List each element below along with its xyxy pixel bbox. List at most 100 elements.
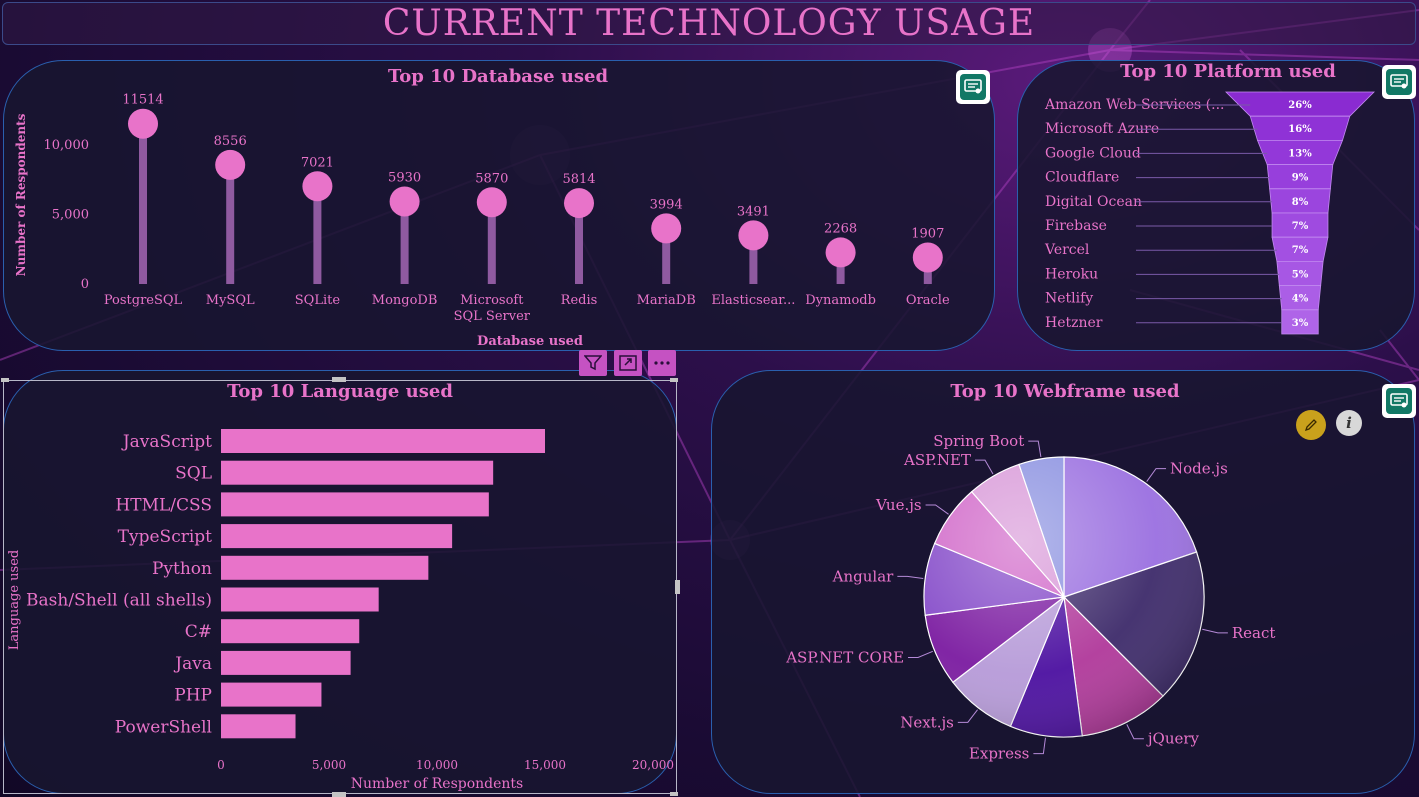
language-bar xyxy=(221,460,494,485)
database-lollipop-chart[interactable]: Number of Respondents 0 5,000 10,000 11514 Po… xyxy=(3,90,993,352)
database-data-label: 3994 xyxy=(650,197,683,212)
language-x-tick-label: 5,000 xyxy=(312,758,346,772)
language-bar xyxy=(221,555,429,580)
resize-handle-top[interactable] xyxy=(332,377,346,382)
more-options-icon xyxy=(654,361,670,365)
language-bar xyxy=(221,650,351,675)
database-lollipop-head xyxy=(215,149,246,180)
database-data-label: 3491 xyxy=(737,204,770,219)
language-bar xyxy=(221,429,545,453)
database-data-label: 1907 xyxy=(911,226,944,241)
platform-value-label: 5% xyxy=(1292,269,1309,280)
resize-handle-right[interactable] xyxy=(675,580,680,594)
database-lollipop-head xyxy=(302,171,333,202)
database-lollipop-head xyxy=(128,108,158,139)
database-lollipop-stem xyxy=(226,164,235,284)
database-y-tick-label: 10,000 xyxy=(44,138,90,153)
language-chart-title: Top 10 Language used xyxy=(227,381,453,402)
language-category-label: PHP xyxy=(174,686,212,706)
language-x-axis-label: Number of Respondents xyxy=(351,776,523,792)
webframe-leader-line xyxy=(1126,724,1144,740)
language-category-label: Java xyxy=(173,654,212,674)
webframe-pie-chart[interactable]: Node.js React jQuery Express Next.js ASP.NET … xyxy=(712,410,1412,794)
database-lollipop-stem xyxy=(487,202,496,284)
database-data-label: 2268 xyxy=(824,221,857,236)
platform-value-label: 13% xyxy=(1288,148,1312,159)
database-lollipop-stem xyxy=(313,186,322,284)
resize-handle-bottom[interactable] xyxy=(332,792,346,797)
database-lollipop-stem xyxy=(139,123,147,284)
language-bar xyxy=(221,524,453,549)
webframe-slice-label: Next.js xyxy=(900,713,954,731)
webframe-leader-line xyxy=(1028,440,1042,457)
database-chart-title: Top 10 Database used xyxy=(387,66,609,87)
dashboard-title: CURRENT TECHNOLOGY USAGE xyxy=(382,3,1036,44)
database-data-label: 5930 xyxy=(388,170,421,185)
language-x-tick-label: 15,000 xyxy=(524,758,566,772)
platform-value-label: 8% xyxy=(1292,197,1309,208)
webframe-leader-line xyxy=(975,459,994,475)
smart-narrative-icon xyxy=(964,79,982,94)
webframe-leader-line xyxy=(957,709,978,723)
database-lollipop-head xyxy=(651,213,682,244)
platform-chip-button[interactable] xyxy=(1382,65,1416,99)
language-bar-chart[interactable]: JavaScript SQL HTML/CSS TypeScript Python Bas… xyxy=(3,410,677,794)
webframe-chip-button[interactable] xyxy=(1382,384,1416,418)
more-options-button[interactable] xyxy=(648,350,676,376)
language-bar xyxy=(221,492,489,517)
database-x-tick-label: Oracle xyxy=(906,293,950,308)
database-x-tick-label: Redis xyxy=(561,293,598,308)
platform-value-label: 7% xyxy=(1292,221,1309,232)
language-x-tick-label: 0 xyxy=(217,758,225,772)
language-category-label: C# xyxy=(185,622,212,642)
platform-value-label: 9% xyxy=(1292,173,1309,184)
language-category-label: SQL xyxy=(175,464,212,484)
webframe-slice-label: Spring Boot xyxy=(933,432,1024,450)
webframe-chart-title: Top 10 Webframe used xyxy=(950,381,1180,402)
database-lollipop-stem xyxy=(662,228,671,284)
platform-value-label: 4% xyxy=(1292,294,1309,305)
language-x-tick-label: 20,000 xyxy=(632,758,674,772)
database-lollipop-stem xyxy=(749,235,758,284)
platform-category-label: Vercel xyxy=(1044,242,1090,258)
language-category-label: Bash/Shell (all shells) xyxy=(26,591,212,611)
database-lollipop-stem xyxy=(575,203,583,284)
resize-handle-corner-br[interactable] xyxy=(670,792,678,796)
database-x-tick-label: MongoDB xyxy=(372,293,438,308)
platform-value-label: 3% xyxy=(1292,318,1309,329)
webframe-leader-line xyxy=(897,575,924,579)
info-button[interactable]: i xyxy=(1336,410,1362,436)
database-x-tick-label: Microsoft SQL Server xyxy=(454,293,531,324)
language-bar xyxy=(221,682,322,707)
database-data-label: 7021 xyxy=(301,155,334,170)
filter-button[interactable] xyxy=(579,350,607,376)
platform-category-label: Heroku xyxy=(1045,266,1098,282)
language-category-label: TypeScript xyxy=(118,527,212,547)
database-y-tick-label: 0 xyxy=(81,277,89,292)
database-x-tick-label: Elasticsear... xyxy=(711,293,795,308)
language-bar xyxy=(221,714,296,739)
platform-value-label: 7% xyxy=(1292,245,1309,256)
database-lollipop-stem xyxy=(400,201,409,284)
platform-value-label: 16% xyxy=(1288,124,1312,135)
platform-category-label: Netlify xyxy=(1045,291,1093,307)
edit-button[interactable] xyxy=(1296,410,1326,440)
webframe-leader-line xyxy=(925,504,949,515)
smart-narrative-icon xyxy=(1390,393,1408,408)
database-x-axis-label: Database used xyxy=(477,334,583,349)
database-x-tick-label: MySQL xyxy=(206,293,255,308)
webframe-slice-label: Node.js xyxy=(1170,460,1228,478)
resize-handle-corner-tl[interactable] xyxy=(1,378,9,382)
database-chip-button[interactable] xyxy=(956,70,990,104)
database-lollipop-stem xyxy=(836,252,845,284)
focus-mode-button[interactable] xyxy=(614,350,642,376)
smart-narrative-icon xyxy=(1390,74,1408,89)
resize-handle-corner-tr[interactable] xyxy=(670,378,678,382)
language-y-axis-label: Language used xyxy=(7,550,22,650)
webframe-leader-line xyxy=(1033,737,1046,755)
database-y-tick-label: 5,000 xyxy=(52,207,89,222)
database-data-label: 8556 xyxy=(214,134,247,149)
platform-funnel-chart[interactable]: 26% Amazon Web Services (... 16% Microsoft … xyxy=(1030,88,1410,338)
database-x-tick-label: Dynamodb xyxy=(805,293,876,308)
webframe-slice-label: React xyxy=(1232,624,1276,642)
